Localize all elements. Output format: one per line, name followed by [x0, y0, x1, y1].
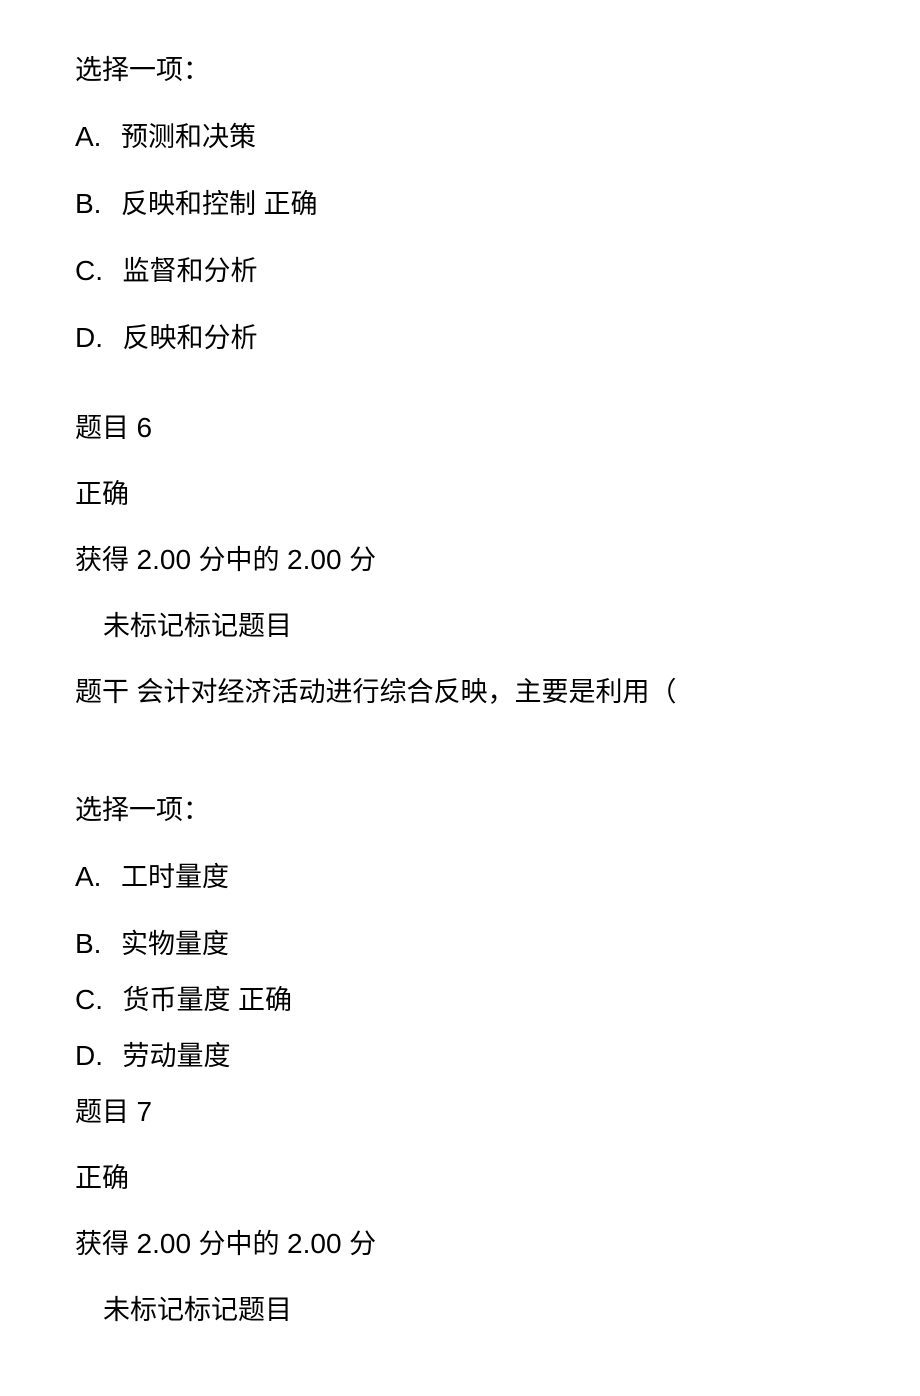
score-suffix: 分: [349, 545, 376, 575]
option-row[interactable]: B. 反映和控制 正确: [75, 183, 845, 225]
score-total: 2.00: [287, 544, 342, 575]
score-obtained: 2.00: [137, 544, 192, 575]
option-text: 工时量度: [121, 862, 229, 892]
score-mid: 分中的: [199, 545, 280, 575]
question-number: 7: [137, 1096, 153, 1127]
option-text: 监督和分析: [123, 256, 258, 286]
option-text: 预测和决策: [121, 122, 256, 152]
q6-stem: 题干 会计对经济活动进行综合反映，主要是利用（: [75, 672, 845, 713]
option-text: 劳动量度: [123, 1041, 231, 1071]
q7-score: 获得 2.00 分中的 2.00 分: [75, 1223, 845, 1265]
stem-text: 会计对经济活动进行综合反映，主要是利用（: [137, 677, 677, 707]
option-letter: A.: [75, 861, 101, 892]
q6-score: 获得 2.00 分中的 2.00 分: [75, 539, 845, 581]
option-row[interactable]: D. 反映和分析: [75, 317, 845, 359]
option-row[interactable]: B. 实物量度: [75, 923, 845, 965]
q6-prompt: 选择一项：: [75, 790, 845, 831]
option-text: 货币量度 正确: [123, 985, 293, 1015]
option-row[interactable]: C. 货币量度 正确: [75, 979, 845, 1021]
q7-flag[interactable]: 未标记标记题目: [75, 1290, 845, 1331]
option-letter: D.: [75, 322, 103, 353]
option-row[interactable]: A. 工时量度: [75, 856, 845, 898]
q6-flag[interactable]: 未标记标记题目: [75, 606, 845, 647]
question-label: 题目: [75, 1097, 129, 1127]
option-letter: B.: [75, 188, 101, 219]
document-content: 选择一项： A. 预测和决策 B. 反映和控制 正确 C. 监督和分析 D. 反…: [0, 0, 920, 1396]
score-suffix: 分: [349, 1229, 376, 1259]
option-text: 反映和控制 正确: [121, 189, 318, 219]
score-prefix: 获得: [75, 1229, 129, 1259]
option-text: 实物量度: [121, 929, 229, 959]
option-row[interactable]: D. 劳动量度: [75, 1035, 845, 1077]
option-letter: C.: [75, 255, 103, 286]
score-prefix: 获得: [75, 545, 129, 575]
q5-prompt: 选择一项：: [75, 50, 845, 91]
score-mid: 分中的: [199, 1229, 280, 1259]
option-letter: A.: [75, 121, 101, 152]
option-letter: C.: [75, 984, 103, 1015]
score-total: 2.00: [287, 1228, 342, 1259]
option-letter: B.: [75, 928, 101, 959]
option-text: 反映和分析: [123, 323, 258, 353]
option-row[interactable]: C. 监督和分析: [75, 250, 845, 292]
question-number: 6: [137, 412, 153, 443]
q7-header: 题目 7: [75, 1091, 845, 1133]
q7-status: 正确: [75, 1158, 845, 1199]
q6-status: 正确: [75, 474, 845, 515]
option-letter: D.: [75, 1040, 103, 1071]
q6-header: 题目 6: [75, 407, 845, 449]
score-obtained: 2.00: [137, 1228, 192, 1259]
option-row[interactable]: A. 预测和决策: [75, 116, 845, 158]
question-label: 题目: [75, 413, 129, 443]
stem-label: 题干: [75, 677, 129, 707]
